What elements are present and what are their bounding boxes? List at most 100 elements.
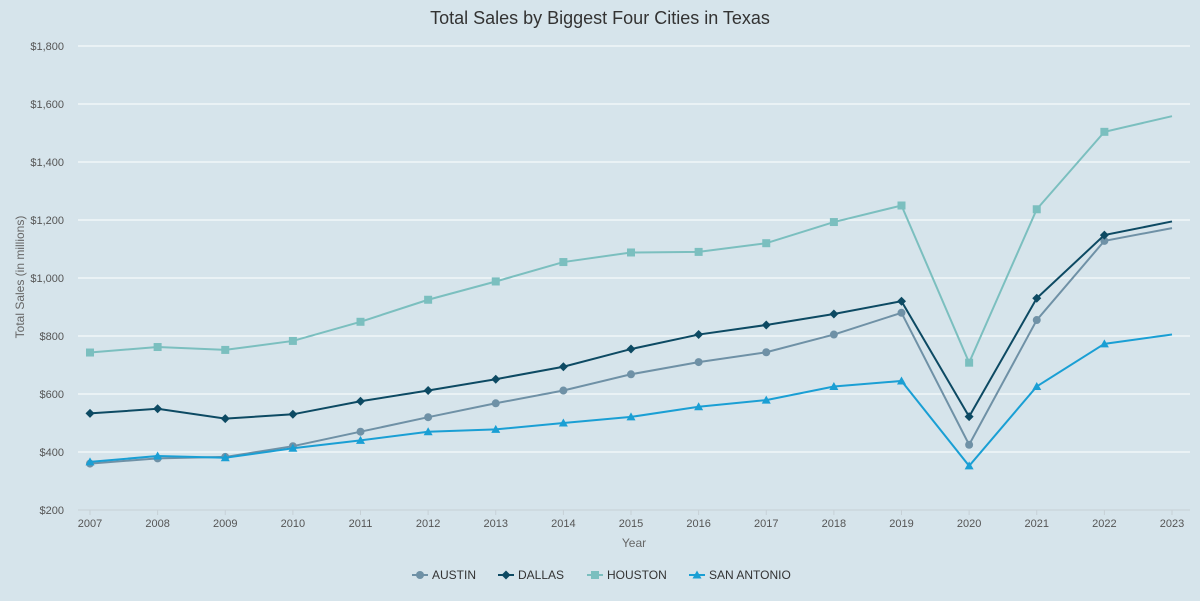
legend-item-houston[interactable]: HOUSTON	[587, 568, 667, 582]
x-tick-label: 2022	[1092, 518, 1116, 530]
chart-title: Total Sales by Biggest Four Cities in Te…	[430, 8, 770, 28]
data-point-austin	[1032, 316, 1041, 325]
x-axis-ticks: 2007 2008 2009 2010 2011 2012 2013 2014 2015 2016…	[78, 510, 1184, 530]
data-point-austin	[491, 399, 500, 408]
data-point-san-antonio	[491, 424, 501, 433]
legend-label: SAN ANTONIO	[709, 568, 791, 582]
data-point-austin	[424, 413, 433, 422]
y-tick-label: $1,200	[30, 215, 64, 227]
x-tick-label: 2014	[551, 518, 575, 530]
series-line-houston	[89, 115, 1173, 366]
x-tick-label: 2009	[213, 518, 237, 530]
y-tick-label: $1,600	[30, 99, 64, 111]
legend-marker-diamond	[501, 570, 511, 580]
data-point-san-antonio	[626, 412, 636, 421]
data-point-dallas	[829, 309, 839, 319]
x-tick-label: 2021	[1025, 518, 1049, 530]
data-point-dallas	[85, 408, 95, 418]
y-tick-label: $200	[40, 505, 64, 517]
data-point-houston	[965, 358, 974, 367]
data-point-san-antonio	[1032, 381, 1042, 390]
data-point-san-antonio	[85, 457, 95, 466]
legend-marker-triangle	[692, 570, 702, 579]
legend-item-dallas[interactable]: DALLAS	[498, 568, 564, 582]
x-tick-label: 2008	[145, 518, 169, 530]
data-point-houston	[1032, 205, 1041, 214]
data-point-dallas	[491, 374, 501, 384]
data-point-san-antonio	[558, 418, 568, 427]
y-axis-title: Total Sales (in millions)	[13, 216, 27, 339]
x-tick-label: 2012	[416, 518, 440, 530]
data-point-san-antonio	[1099, 339, 1109, 348]
data-point-houston	[153, 343, 162, 352]
legend-label: AUSTIN	[432, 568, 476, 582]
data-point-houston	[762, 239, 771, 248]
x-tick-label: 2019	[889, 518, 913, 530]
data-point-houston	[221, 345, 230, 354]
data-point-austin	[559, 386, 568, 395]
data-point-san-antonio	[964, 461, 974, 470]
grid-lines	[78, 45, 1190, 453]
series-group	[85, 115, 1173, 470]
data-point-dallas	[694, 330, 704, 340]
data-point-dallas	[626, 344, 636, 354]
x-tick-label: 2010	[281, 518, 305, 530]
legend-item-san-antonio[interactable]: SAN ANTONIO	[689, 568, 791, 582]
data-point-houston	[559, 258, 568, 267]
x-tick-label: 2018	[822, 518, 846, 530]
y-tick-label: $1,000	[30, 273, 64, 285]
data-point-houston	[424, 295, 433, 304]
data-point-dallas	[964, 412, 974, 422]
y-tick-label: $800	[40, 331, 64, 343]
legend-marker-circle	[416, 571, 424, 579]
data-point-austin	[694, 358, 703, 367]
data-point-houston	[86, 348, 94, 357]
data-point-san-antonio	[423, 427, 433, 436]
legend-marker-square	[591, 571, 599, 579]
y-tick-label: $600	[40, 389, 64, 401]
legend[interactable]: AUSTIN DALLAS HOUSTON SAN ANTONIO	[412, 568, 791, 582]
x-tick-label: 2007	[78, 518, 102, 530]
y-tick-label: $1,800	[30, 41, 64, 53]
data-point-dallas	[761, 320, 771, 330]
legend-item-austin[interactable]: AUSTIN	[412, 568, 476, 582]
data-point-dallas	[423, 386, 433, 396]
data-point-san-antonio	[694, 402, 704, 411]
x-tick-label: 2023	[1160, 518, 1184, 530]
x-axis-title: Year	[622, 536, 646, 550]
legend-label: HOUSTON	[607, 568, 667, 582]
data-point-san-antonio	[288, 443, 298, 452]
data-point-dallas	[153, 404, 163, 414]
y-axis-ticks: $200 $400 $600 $800 $1,000 $1,200 $1,400 $1,600…	[30, 41, 64, 517]
legend-label: DALLAS	[518, 568, 564, 582]
data-point-dallas	[1032, 293, 1042, 303]
x-tick-label: 2015	[619, 518, 643, 530]
y-tick-label: $1,400	[30, 157, 64, 169]
data-point-houston	[829, 218, 838, 227]
x-tick-label: 2011	[349, 518, 373, 530]
data-point-houston	[356, 317, 365, 326]
x-tick-label: 2016	[686, 518, 710, 530]
x-tick-label: 2013	[484, 518, 508, 530]
y-tick-label: $400	[40, 447, 64, 459]
data-point-dallas	[220, 414, 230, 424]
data-point-austin	[1100, 236, 1109, 245]
data-point-san-antonio	[829, 381, 839, 390]
series-line-san-antonio	[89, 333, 1173, 468]
data-point-san-antonio	[897, 376, 906, 385]
data-point-houston	[1100, 127, 1109, 136]
x-tick-label: 2020	[957, 518, 981, 530]
data-point-dallas	[897, 296, 906, 306]
data-point-dallas	[1099, 230, 1109, 240]
data-point-austin	[627, 370, 635, 379]
data-point-austin	[829, 330, 838, 339]
data-point-houston	[288, 336, 297, 345]
data-point-san-antonio	[153, 451, 163, 460]
series-dallas	[85, 220, 1173, 424]
series-houston	[86, 115, 1173, 367]
data-point-dallas	[356, 396, 365, 406]
data-point-houston	[491, 277, 500, 286]
data-point-austin	[356, 427, 365, 436]
